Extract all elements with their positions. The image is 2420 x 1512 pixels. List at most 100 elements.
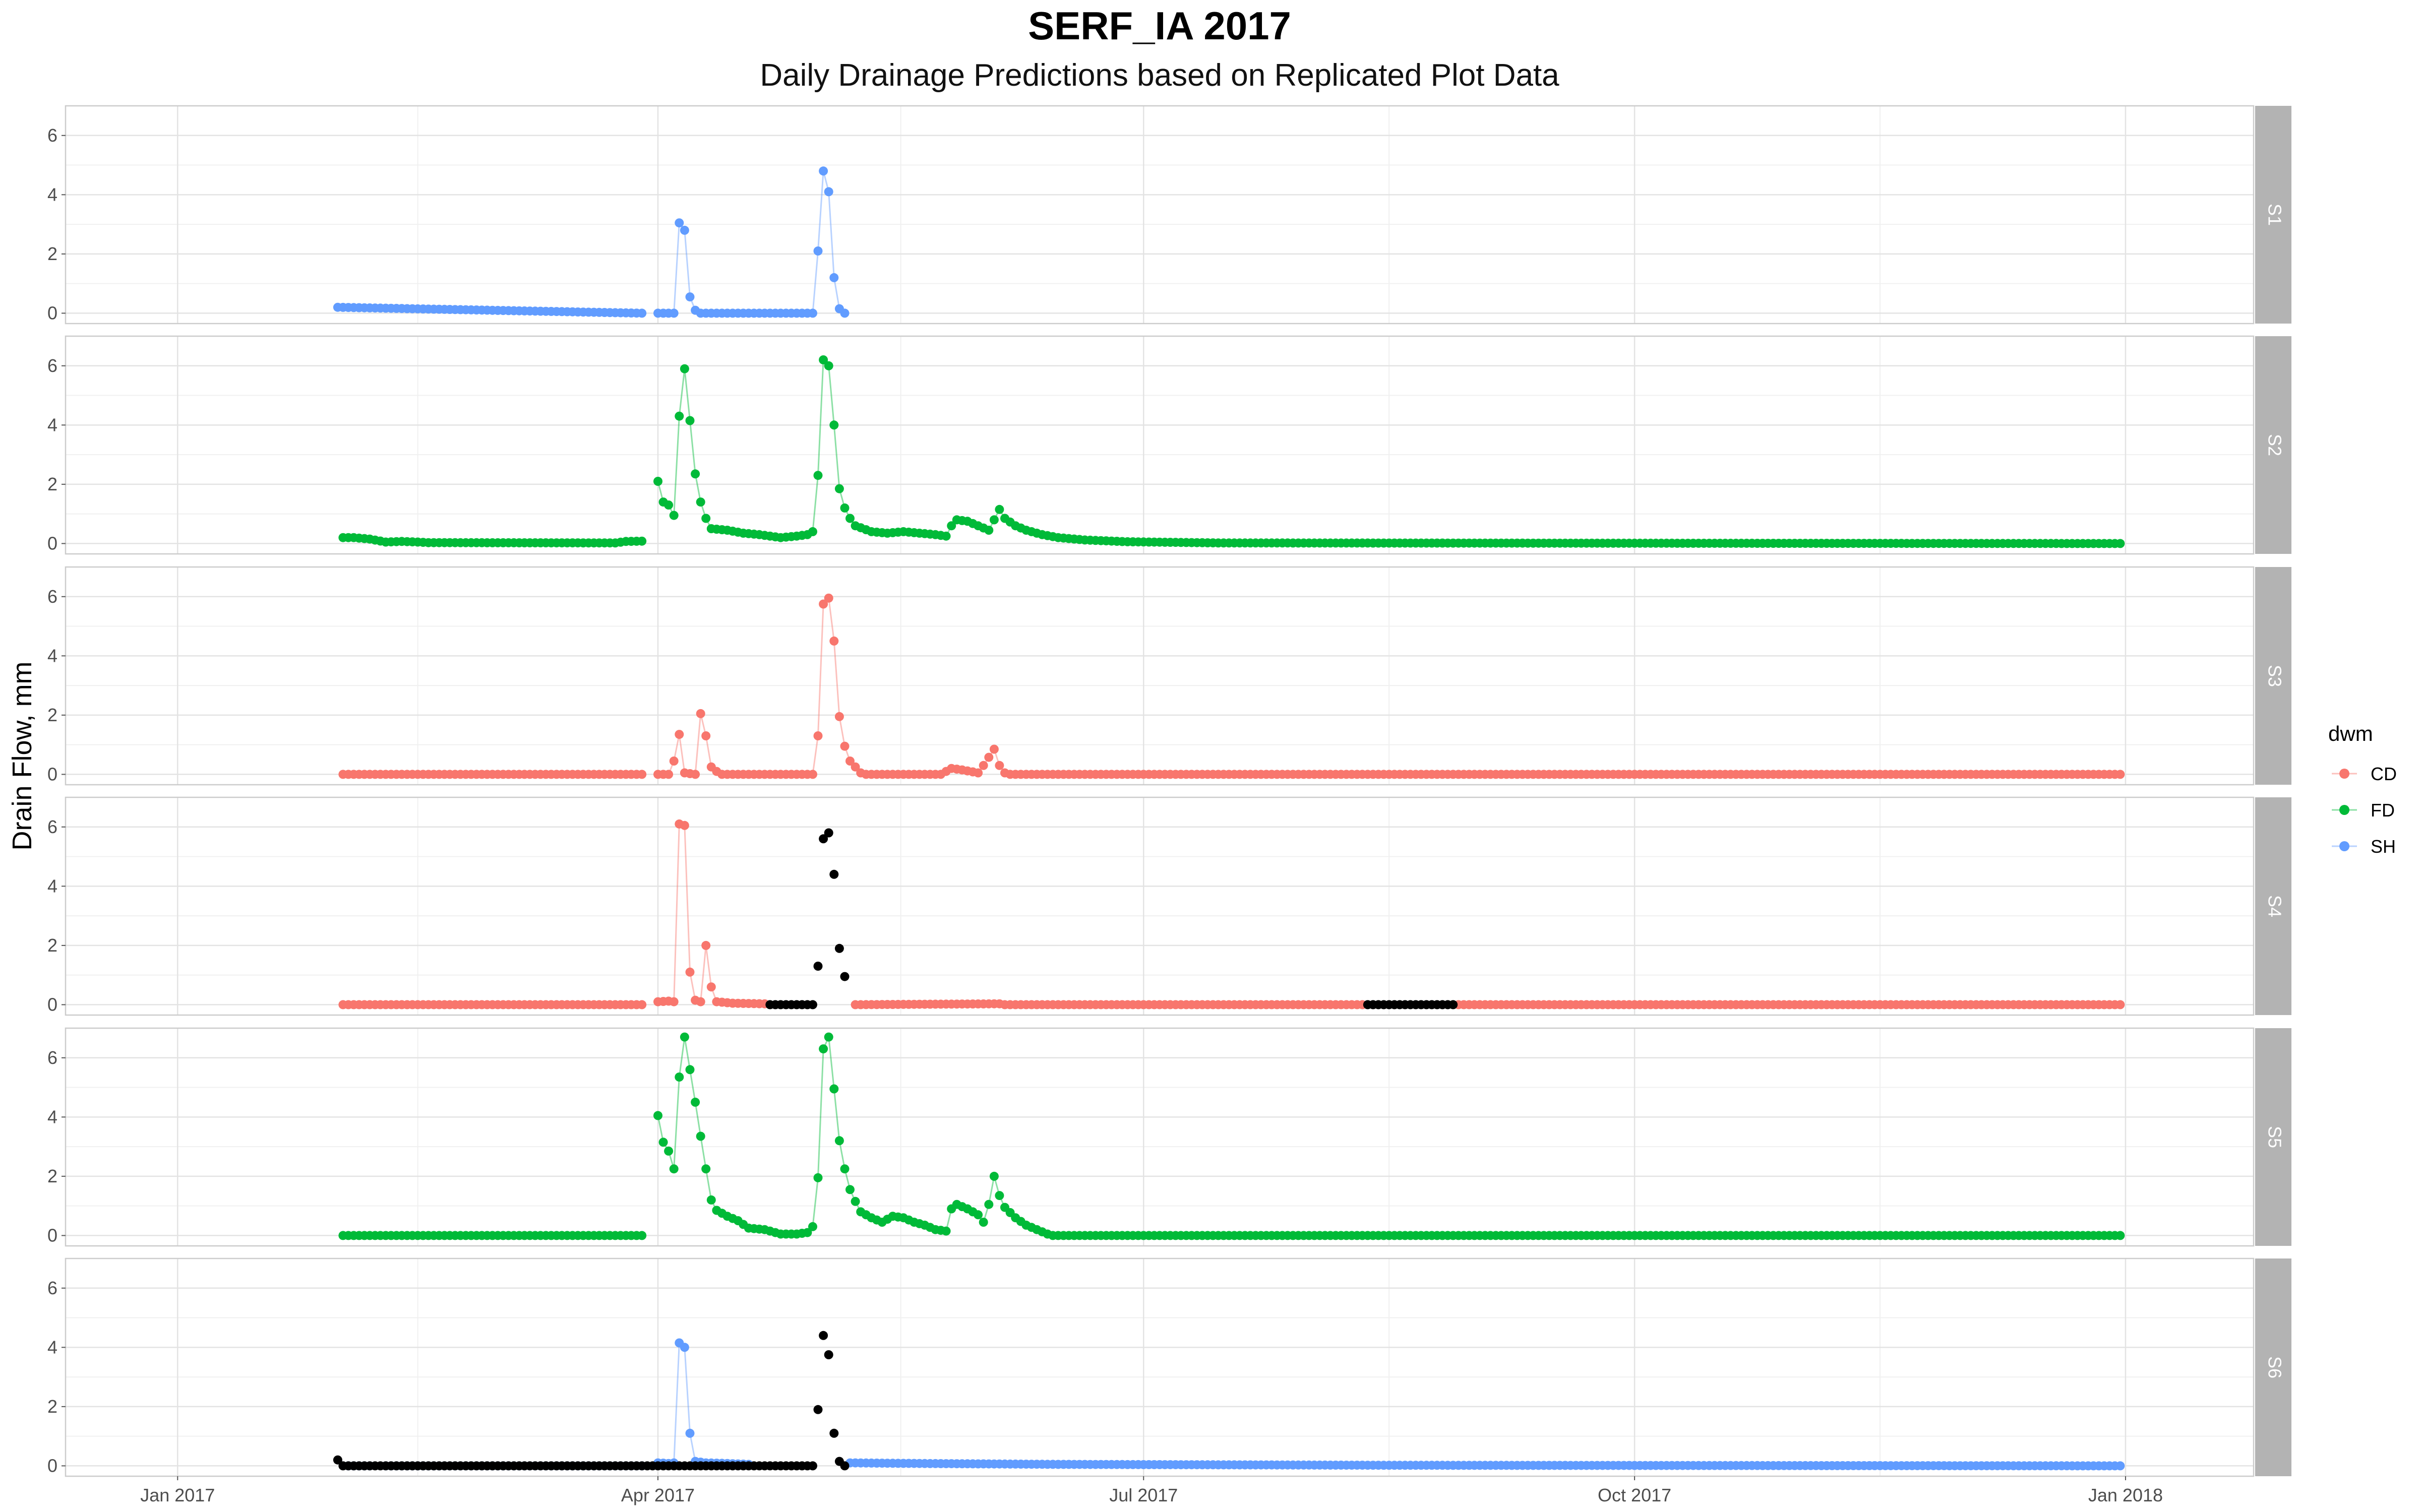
- data-point: [834, 712, 844, 721]
- data-point: [803, 1228, 812, 1237]
- x-tick-label: Jan 2017: [140, 1485, 215, 1505]
- data-point: [808, 770, 817, 779]
- data-point: [653, 1111, 662, 1120]
- data-point: [691, 469, 700, 479]
- series-line-sh: [658, 170, 845, 314]
- data-point: [979, 1218, 988, 1227]
- legend-item-fd: FD: [2332, 800, 2395, 821]
- legend-swatch: [2339, 841, 2349, 851]
- panel-border: [65, 335, 2255, 555]
- data-point: [685, 416, 695, 425]
- data-point: [989, 744, 999, 754]
- y-tick-label: 0: [47, 1455, 57, 1476]
- data-point: [637, 770, 647, 779]
- data-point: [840, 308, 850, 318]
- panel-s4: S4 0 2 4 6: [47, 796, 2291, 1016]
- data-point: [845, 757, 855, 766]
- series-points-cd: [338, 819, 2125, 1010]
- data-point: [2115, 539, 2125, 548]
- data-point: [680, 821, 689, 830]
- data-point: [829, 1084, 839, 1094]
- facet-strip: [2255, 567, 2291, 785]
- data-point: [669, 1164, 679, 1174]
- data-point: [829, 420, 839, 430]
- panel-s1: S1 0 2 4 6: [47, 105, 2291, 325]
- data-point: [680, 225, 689, 235]
- y-tick-label: 2: [47, 474, 57, 494]
- data-point: [941, 531, 951, 541]
- data-point: [664, 1146, 674, 1156]
- data-point: [675, 730, 684, 739]
- data-point: [984, 526, 994, 535]
- facet-strip: [2255, 1258, 2291, 1476]
- missing-data-point: [819, 1331, 828, 1340]
- data-point: [669, 757, 679, 766]
- missing-data-point: [813, 1405, 823, 1414]
- data-point: [680, 1032, 689, 1042]
- data-point: [819, 1044, 828, 1054]
- panel-s5: S5 0 2 4 6: [47, 1027, 2291, 1247]
- legend-item-sh: SH: [2332, 836, 2396, 857]
- data-point: [813, 1173, 823, 1182]
- legend-title: dwm: [2328, 722, 2373, 745]
- missing-data-point: [840, 1461, 850, 1471]
- panel-s2: S2 0 2 4 6: [47, 335, 2291, 555]
- data-point: [669, 997, 679, 1006]
- panel-s6: S6 0 2 4 6: [47, 1257, 2291, 1477]
- y-tick-label: 4: [47, 645, 57, 666]
- y-tick-label: 2: [47, 1396, 57, 1417]
- data-point: [819, 166, 828, 176]
- data-point: [637, 1231, 647, 1240]
- facet-strip: [2255, 797, 2291, 1015]
- legend-label: CD: [2371, 764, 2397, 784]
- data-point: [696, 709, 705, 718]
- data-point: [995, 1191, 1004, 1201]
- panel-border: [65, 105, 2255, 325]
- data-point: [813, 731, 823, 740]
- data-point: [979, 761, 988, 770]
- data-point: [840, 741, 850, 751]
- facet-strip: [2255, 106, 2291, 324]
- y-tick-label: 6: [47, 586, 57, 607]
- x-tick-label: Oct 2017: [1598, 1485, 1671, 1505]
- facet-strip: [2255, 336, 2291, 554]
- data-point: [834, 484, 844, 493]
- x-tick-label: Jan 2018: [2088, 1485, 2163, 1505]
- y-tick-label: 4: [47, 184, 57, 205]
- x-tick-label: Jul 2017: [1109, 1485, 1178, 1505]
- missing-data-point: [834, 943, 844, 953]
- missing-data-point: [819, 834, 828, 844]
- data-point: [706, 982, 716, 992]
- series-points-sh: [333, 166, 850, 318]
- data-point: [845, 514, 855, 523]
- data-point: [669, 308, 679, 318]
- data-point: [691, 1097, 700, 1107]
- data-point: [664, 770, 674, 779]
- facet-strip-label: S1: [2264, 204, 2285, 226]
- data-point: [813, 246, 823, 256]
- data-point: [851, 1196, 860, 1206]
- panel-border: [65, 1257, 2255, 1477]
- data-point: [989, 515, 999, 525]
- series-points-fd: [338, 1032, 2125, 1240]
- panel-border: [65, 1027, 2255, 1247]
- data-point: [824, 361, 833, 370]
- data-point: [637, 1000, 647, 1010]
- facet-strip-label: S2: [2264, 434, 2285, 456]
- y-tick-label: 6: [47, 355, 57, 376]
- data-point: [813, 471, 823, 480]
- series-points-sh: [344, 1338, 2125, 1471]
- data-point: [984, 1200, 994, 1209]
- missing-data-point: [829, 869, 839, 879]
- facet-strip-label: S4: [2264, 895, 2285, 917]
- y-tick-label: 0: [47, 994, 57, 1015]
- y-tick-label: 4: [47, 1106, 57, 1127]
- missing-data-point: [829, 1428, 839, 1438]
- data-point: [2115, 1231, 2125, 1240]
- data-point: [669, 511, 679, 520]
- y-tick-label: 2: [47, 1166, 57, 1186]
- legend-label: SH: [2371, 836, 2396, 857]
- data-point: [974, 768, 983, 778]
- data-point: [2115, 1000, 2125, 1010]
- y-tick-label: 0: [47, 302, 57, 323]
